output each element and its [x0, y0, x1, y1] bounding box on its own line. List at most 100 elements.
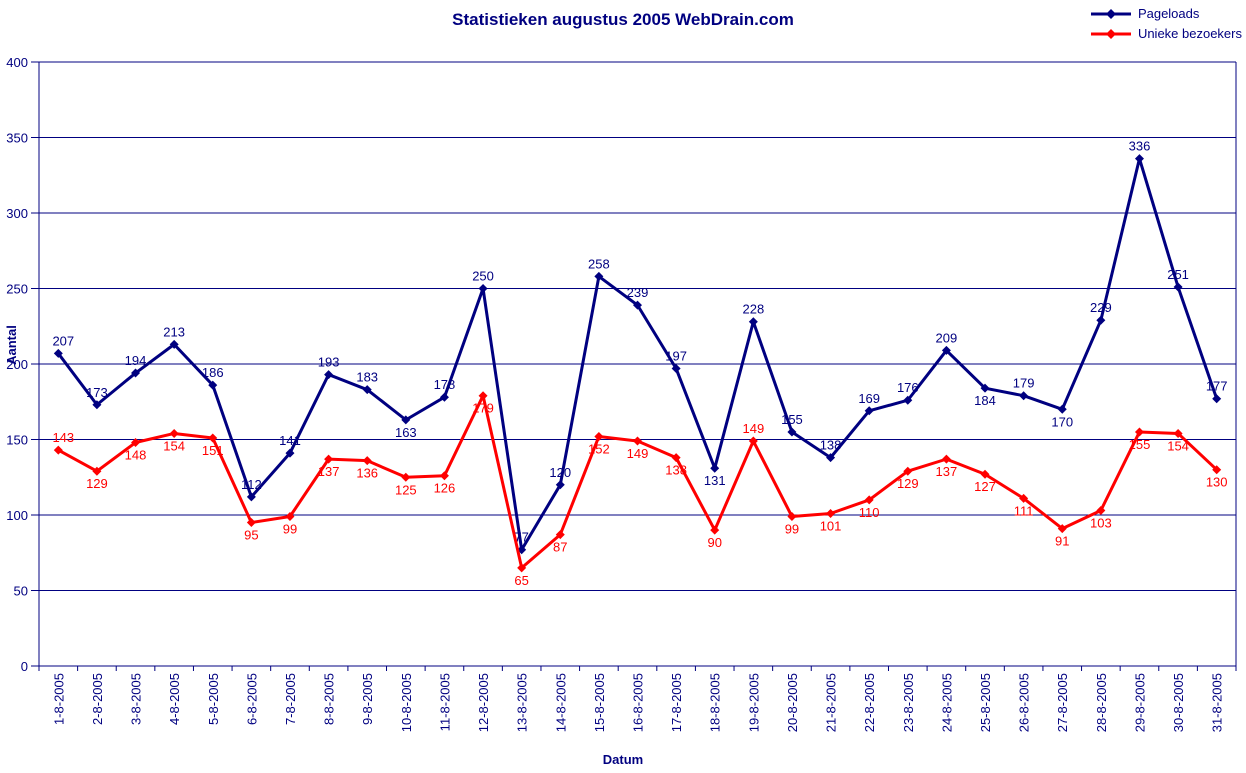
- data-point-label: 99: [785, 522, 799, 537]
- data-point-marker: [787, 427, 797, 437]
- legend: Pageloads Unieke bezoekers: [1089, 6, 1242, 41]
- y-tick-label: 0: [21, 659, 28, 674]
- data-point-marker: [1096, 315, 1106, 325]
- x-tick-label: 19-8-2005: [746, 673, 761, 732]
- data-point-label: 120: [549, 465, 571, 480]
- data-point-label: 110: [859, 505, 880, 520]
- x-tick-label: 12-8-2005: [476, 673, 491, 732]
- data-point-label: 127: [974, 479, 996, 494]
- data-point-label: 193: [318, 355, 340, 370]
- y-axis-ticks: 0 50 100 150 200 250 300 350 400: [6, 55, 39, 674]
- x-axis-title: Datum: [602, 752, 644, 767]
- data-point-marker: [1212, 465, 1222, 475]
- x-tick-label: 10-8-2005: [399, 673, 414, 732]
- data-point-label: 149: [742, 421, 764, 436]
- data-point-marker: [594, 431, 604, 441]
- y-tick-label: 200: [6, 357, 28, 372]
- x-tick-label: 16-8-2005: [631, 673, 646, 732]
- x-tick-label: 25-8-2005: [978, 673, 993, 732]
- legend-item-pageloads: Pageloads: [1089, 6, 1242, 21]
- data-point-marker: [671, 364, 681, 374]
- data-point-label: 65: [514, 573, 528, 588]
- data-point-label: 154: [1167, 438, 1189, 453]
- data-point-marker: [710, 525, 720, 535]
- data-point-marker: [671, 453, 681, 463]
- gridlines: [39, 61, 1236, 667]
- data-point-marker: [633, 436, 642, 446]
- data-point-marker: [1212, 394, 1222, 404]
- legend-label-pageloads: Pageloads: [1137, 6, 1200, 21]
- data-point-marker: [555, 480, 565, 490]
- data-point-marker: [980, 469, 990, 479]
- data-point-marker: [1057, 524, 1067, 534]
- chart-title: Statistieken augustus 2005 WebDrain.com: [452, 10, 794, 29]
- data-point-marker: [362, 456, 372, 466]
- data-point-marker: [1173, 428, 1183, 438]
- data-point-label: 149: [627, 446, 649, 461]
- data-point-label: 183: [356, 370, 378, 385]
- data-point-marker: [941, 345, 951, 355]
- y-tick-label: 350: [6, 131, 28, 146]
- data-point-marker: [478, 391, 488, 401]
- data-labels-unieke-bezoekers: 143 129 148 154 151 95 99 137 136 125 126 179 65 87 15…: [52, 401, 1227, 588]
- data-point-label: 176: [897, 380, 919, 395]
- data-point-marker: [478, 284, 488, 293]
- unieke-bezoekers-line-swatch-icon: [1090, 28, 1131, 39]
- data-point-label: 209: [936, 330, 958, 345]
- data-point-label: 148: [125, 448, 147, 463]
- x-tick-label: 28-8-2005: [1094, 673, 1109, 732]
- data-point-label: 95: [244, 528, 258, 543]
- data-point-marker: [131, 438, 141, 448]
- y-tick-label: 400: [6, 55, 28, 70]
- data-point-label: 129: [897, 476, 919, 491]
- y-tick-label: 250: [6, 282, 28, 297]
- x-tick-label: 22-8-2005: [862, 673, 877, 732]
- x-axis-ticks: [38, 666, 1237, 671]
- data-point-label: 207: [52, 333, 74, 348]
- y-tick-label: 50: [14, 584, 28, 599]
- data-point-marker: [324, 370, 334, 380]
- x-tick-label: 30-8-2005: [1171, 673, 1186, 732]
- series-line: [56, 394, 1219, 570]
- data-point-label: 251: [1167, 267, 1189, 282]
- data-point-label: 143: [52, 430, 74, 445]
- data-point-marker: [594, 271, 604, 281]
- data-point-label: 229: [1090, 300, 1112, 315]
- data-point-marker: [401, 415, 411, 425]
- x-tick-label: 4-8-2005: [167, 673, 182, 725]
- data-point-label: 336: [1129, 139, 1151, 154]
- data-point-label: 186: [202, 365, 224, 380]
- x-tick-label: 2-8-2005: [90, 673, 105, 725]
- data-point-label: 138: [665, 463, 687, 478]
- x-tick-label: 1-8-2005: [51, 673, 66, 725]
- x-tick-label: 15-8-2005: [592, 673, 607, 732]
- data-point-marker: [208, 433, 218, 443]
- x-tick-label: 31-8-2005: [1210, 673, 1225, 732]
- data-point-label: 152: [588, 441, 610, 456]
- data-point-marker: [787, 512, 797, 522]
- data-point-marker: [131, 368, 141, 378]
- y-tick-label: 100: [6, 508, 28, 523]
- data-point-marker: [439, 471, 449, 481]
- data-point-label: 177: [1206, 379, 1228, 394]
- data-point-marker: [92, 466, 102, 476]
- data-point-marker: [1019, 493, 1029, 503]
- data-point-marker: [710, 463, 720, 473]
- data-point-marker: [324, 454, 334, 464]
- data-point-label: 130: [1206, 475, 1228, 490]
- data-point-label: 126: [434, 481, 456, 496]
- data-point-marker: [903, 395, 913, 405]
- data-point-label: 194: [125, 353, 147, 368]
- x-tick-label: 7-8-2005: [283, 673, 298, 725]
- data-point-label: 155: [1129, 437, 1151, 452]
- data-point-label: 179: [472, 401, 494, 416]
- data-point-marker: [903, 466, 913, 476]
- data-point-marker: [633, 300, 642, 310]
- data-point-marker: [517, 563, 527, 573]
- data-point-marker: [362, 385, 372, 395]
- x-tick-label: 21-8-2005: [824, 673, 839, 732]
- data-point-marker: [1019, 391, 1029, 401]
- series-unieke-bezoekers: [53, 391, 1222, 573]
